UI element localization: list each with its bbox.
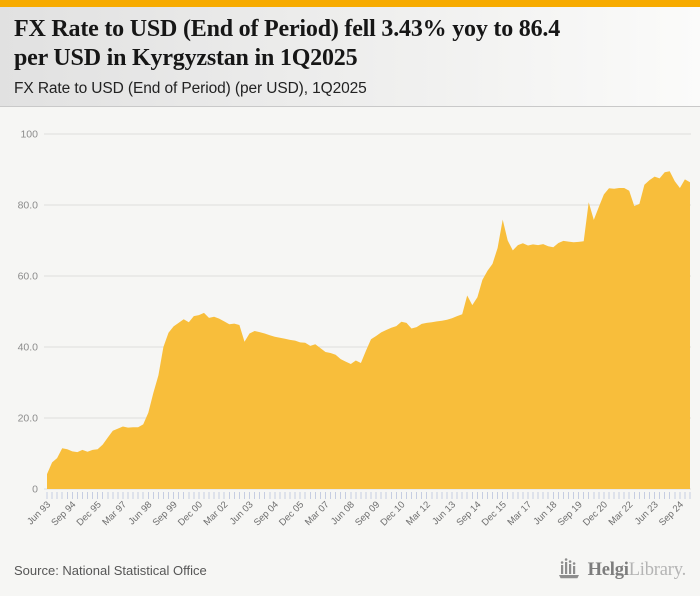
page-title-line2: per USD in Kyrgyzstan in 1Q2025 [14, 45, 358, 72]
source-note: Source: National Statistical Office [14, 563, 207, 578]
svg-text:20.0: 20.0 [18, 413, 39, 425]
svg-text:0: 0 [32, 484, 38, 496]
svg-text:60.0: 60.0 [18, 271, 39, 283]
svg-text:100: 100 [20, 129, 38, 141]
svg-text:Mar 97: Mar 97 [100, 499, 129, 528]
page-title: FX Rate to USD (End of Period) fell 3.43… [14, 15, 686, 73]
svg-text:Jun 03: Jun 03 [228, 499, 256, 527]
svg-text:Dec 95: Dec 95 [75, 499, 104, 528]
svg-text:Dec 10: Dec 10 [378, 499, 407, 528]
svg-text:Mar 12: Mar 12 [404, 499, 433, 528]
helgi-library-logo: HelgiLibrary. [557, 556, 686, 585]
svg-text:Jun 23: Jun 23 [633, 499, 661, 527]
svg-text:Sep 99: Sep 99 [151, 499, 180, 528]
svg-text:40.0: 40.0 [18, 342, 39, 354]
fx-rate-chart: 0 20.0 40.0 60.0 80.0 100 Jun 93 Sep 94 Dec 95 Ma… [0, 107, 700, 545]
svg-text:Mar 02: Mar 02 [202, 499, 231, 528]
brand-wordmark: HelgiLibrary. [587, 560, 687, 581]
svg-text:Jun 18: Jun 18 [531, 499, 559, 527]
footer: Source: National Statistical Office Helg… [0, 545, 700, 596]
svg-text:Jun 93: Jun 93 [25, 499, 53, 527]
svg-text:Mar 22: Mar 22 [607, 499, 636, 528]
helgi-logo-icon [557, 556, 583, 585]
svg-text:80.0: 80.0 [18, 200, 39, 212]
svg-text:Sep 14: Sep 14 [454, 499, 483, 528]
svg-text:Dec 05: Dec 05 [277, 499, 306, 528]
svg-text:Dec 20: Dec 20 [581, 499, 610, 528]
svg-text:Dec 15: Dec 15 [480, 499, 509, 528]
header: FX Rate to USD (End of Period) fell 3.43… [0, 7, 700, 107]
svg-text:Mar 07: Mar 07 [303, 499, 332, 528]
svg-text:Sep 19: Sep 19 [556, 499, 585, 528]
svg-text:Sep 24: Sep 24 [657, 499, 686, 528]
svg-text:Mar 17: Mar 17 [505, 499, 534, 528]
brand-primary: Helgi [587, 560, 629, 580]
accent-bar [0, 0, 700, 7]
svg-text:Jun 08: Jun 08 [329, 499, 357, 527]
chart-subtitle: FX Rate to USD (End of Period) (per USD)… [14, 80, 367, 98]
svg-text:Sep 94: Sep 94 [49, 499, 78, 528]
svg-text:Sep 04: Sep 04 [252, 499, 281, 528]
svg-text:Sep 09: Sep 09 [353, 499, 382, 528]
svg-text:Jun 13: Jun 13 [430, 499, 458, 527]
svg-text:Dec 00: Dec 00 [176, 499, 205, 528]
svg-text:Jun 98: Jun 98 [126, 499, 154, 527]
page-title-line1: FX Rate to USD (End of Period) fell 3.43… [14, 16, 561, 42]
brand-secondary: Library. [628, 560, 686, 580]
